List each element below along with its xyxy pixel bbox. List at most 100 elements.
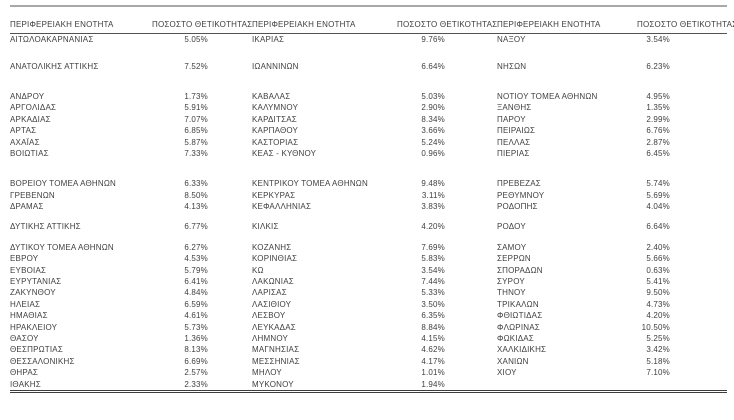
region-cell: ΑΡΤΑΣ	[10, 126, 37, 136]
value-cell: 5.33%	[421, 288, 445, 298]
value-cell: 2.90%	[421, 103, 445, 113]
region-cell	[490, 378, 637, 391]
value-cell: 7.52%	[184, 61, 208, 71]
region-cell: ΧΑΝΙΩΝ	[497, 356, 529, 366]
region-cell: ΙΩΑΝΝΙΝΩΝ	[252, 61, 299, 71]
value-cell: 2.57%	[184, 368, 208, 378]
region-cell: ΚΕΑΣ - ΚΥΘΝΟΥ	[252, 148, 317, 158]
value-cell: 5.79%	[184, 265, 208, 275]
value-cell: 4.20%	[421, 222, 445, 232]
region-cell: ΙΚΑΡΙΑΣ	[252, 35, 285, 45]
value-cell: 3.54%	[646, 35, 670, 45]
region-cell: ΔΡΑΜΑΣ	[10, 202, 44, 212]
region-cell: ΚΟΖΑΝΗΣ	[252, 242, 292, 252]
value-cell: 3.42%	[646, 345, 670, 355]
region-cell: ΘΑΣΟΥ	[10, 334, 39, 343]
spacer-row	[10, 45, 727, 60]
table-row: ΔΥΤΙΚΗΣ ΑΤΤΙΚΗΣ 6.77% ΚΙΛΚΙΣ 4.20% ΡΟΔΟΥ 6.64…	[10, 221, 727, 232]
value-cell: 4.17%	[421, 356, 445, 366]
value-cell: 1.01%	[421, 368, 445, 378]
column-header-positivity-3: ΠΟΣΟΣΤΟ ΘΕΤΙΚΟΤΗΤΑΣ	[637, 6, 734, 34]
region-cell: ΚΑΒΑΛΑΣ	[252, 91, 291, 101]
value-cell: 2.99%	[646, 114, 670, 124]
region-cell: ΒΟΙΩΤΙΑΣ	[10, 148, 49, 158]
value-cell: 4.15%	[421, 334, 445, 343]
value-cell: 3.83%	[421, 202, 445, 212]
value-cell: 3.54%	[421, 265, 445, 275]
value-cell: 4.73%	[646, 299, 670, 309]
column-header-positivity-2: ΠΟΣΟΣΤΟ ΘΕΤΙΚΟΤΗΤΑΣ	[397, 6, 497, 34]
region-cell: ΙΘΑΚΗΣ	[10, 379, 41, 389]
value-cell: 5.74%	[646, 179, 670, 189]
table-row: ΘΗΡΑΣ 2.57% ΜΗΛΟΥ 1.01% ΧΙΟΥ 7.10%	[10, 367, 727, 378]
value-cell: 6.33%	[184, 179, 208, 189]
region-cell: ΚΙΛΚΙΣ	[252, 222, 279, 232]
header-row: ΠΕΡΙΦΕΡΕΙΑΚΗ ΕΝΟΤΗΤΑ ΠΟΣΟΣΤΟ ΘΕΤΙΚΟΤΗΤΑΣ…	[10, 6, 734, 34]
region-cell: ΔΥΤΙΚΟΥ ΤΟΜΕΑ ΑΘΗΝΩΝ	[10, 242, 114, 252]
value-cell: 7.69%	[421, 242, 445, 252]
value-cell: 5.41%	[646, 277, 670, 287]
value-cell: 8.50%	[184, 190, 208, 200]
value-cell: 0.63%	[646, 265, 670, 275]
table-row: ΗΜΑΘΙΑΣ 4.61% ΛΕΣΒΟΥ 6.35% ΦΘΙΩΤΙΔΑΣ 4.20%	[10, 310, 727, 321]
region-cell: ΑΧΑΪΑΣ	[10, 137, 40, 147]
region-cell: ΞΑΝΘΗΣ	[497, 103, 532, 113]
spacer-cell	[10, 159, 727, 178]
table-row: ΗΡΑΚΛΕΙΟΥ 5.73% ΛΕΥΚΑΔΑΣ 8.84% ΦΛΩΡΙΝΑΣ 10.50…	[10, 321, 727, 332]
column-header-positivity-1: ΠΟΣΟΣΤΟ ΘΕΤΙΚΟΤΗΤΑΣ	[152, 6, 252, 34]
value-cell: 7.44%	[421, 277, 445, 287]
region-cell: ΕΒΡΟΥ	[10, 254, 39, 264]
positivity-table: ΠΕΡΙΦΕΡΕΙΑΚΗ ΕΝΟΤΗΤΑ ΠΟΣΟΣΤΟ ΘΕΤΙΚΟΤΗΤΑΣ…	[10, 5, 734, 393]
value-cell: 6.64%	[421, 61, 445, 71]
value-cell: 6.59%	[184, 299, 208, 309]
region-cell: ΛΕΥΚΑΔΑΣ	[252, 322, 296, 332]
table-row: ΑΝΑΤΟΛΙΚΗΣ ΑΤΤΙΚΗΣ 7.52% ΙΩΑΝΝΙΝΩΝ 6.64% ΝΗΣ…	[10, 60, 727, 71]
table-row: ΓΡΕΒΕΝΩΝ 8.50% ΚΕΡΚΥΡΑΣ 3.11% ΡΕΘΥΜΝΟΥ 5.69%	[10, 190, 727, 201]
value-cell: 6.64%	[646, 222, 670, 232]
region-cell: ΤΡΙΚΑΛΩΝ	[497, 299, 539, 309]
table-body: ΑΙΤΩΛΟΑΚΑΡΝΑΝΙΑΣ 5.05% ΙΚΑΡΙΑΣ 9.76% ΝΑΞΟΥ 3.…	[10, 34, 727, 392]
region-cell: ΑΡΚΑΔΙΑΣ	[10, 114, 51, 124]
value-cell: 7.10%	[646, 368, 670, 378]
column-header-region-3: ΠΕΡΙΦΕΡΕΙΑΚΗ ΕΝΟΤΗΤΑ	[490, 6, 637, 34]
table-row: ΔΥΤΙΚΟΥ ΤΟΜΕΑ ΑΘΗΝΩΝ 6.27% ΚΟΖΑΝΗΣ 7.69% ΣΑΜ…	[10, 242, 727, 253]
region-cell: ΝΑΞΟΥ	[497, 35, 526, 45]
region-cell: ΠΡΕΒΕΖΑΣ	[497, 179, 541, 189]
table-row: ΑΡΤΑΣ 6.85% ΚΑΡΠΑΘΟΥ 3.66% ΠΕΙΡΑΙΩΣ 6.76%	[10, 125, 727, 136]
region-cell: ΧΙΟΥ	[497, 368, 517, 378]
value-cell: 7.33%	[184, 148, 208, 158]
value-cell: 1.36%	[184, 334, 208, 343]
value-cell: 5.18%	[646, 356, 670, 366]
value-cell: 4.95%	[646, 91, 670, 101]
region-cell: ΔΥΤΙΚΗΣ ΑΤΤΙΚΗΣ	[10, 222, 81, 232]
value-cell: 6.35%	[421, 311, 445, 321]
spacer-row	[10, 233, 727, 242]
table-row: ΒΟΡΕΙΟΥ ΤΟΜΕΑ ΑΘΗΝΩΝ 6.33% ΚΕΝΤΡΙΚΟΥ ΤΟΜΕΑ…	[10, 178, 727, 189]
value-cell: 4.84%	[184, 288, 208, 298]
value-cell: 6.76%	[646, 126, 670, 136]
table-row: ΑΡΚΑΔΙΑΣ 7.07% ΚΑΡΔΙΤΣΑΣ 8.34% ΠΑΡΟΥ 2.99%	[10, 114, 727, 125]
value-cell: 5.25%	[646, 334, 670, 343]
spacer-row	[10, 72, 727, 91]
value-cell: 4.20%	[646, 311, 670, 321]
region-cell: ΒΟΡΕΙΟΥ ΤΟΜΕΑ ΑΘΗΝΩΝ	[10, 179, 117, 189]
positivity-table-sheet: ΠΕΡΙΦΕΡΕΙΑΚΗ ΕΝΟΤΗΤΑ ΠΟΣΟΣΤΟ ΘΕΤΙΚΟΤΗΤΑΣ…	[0, 5, 734, 420]
region-cell: ΑΝΑΤΟΛΙΚΗΣ ΑΤΤΙΚΗΣ	[10, 61, 99, 71]
region-cell: ΓΡΕΒΕΝΩΝ	[10, 190, 55, 200]
region-cell: ΕΥΒΟΙΑΣ	[10, 265, 47, 275]
region-cell: ΣΥΡΟΥ	[497, 277, 525, 287]
spacer-row	[10, 159, 727, 178]
region-cell: ΝΟΤΙΟΥ ΤΟΜΕΑ ΑΘΗΝΩΝ	[497, 91, 598, 101]
value-cell: 9.50%	[646, 288, 670, 298]
value-cell: 1.73%	[184, 91, 208, 101]
spacer-cell	[10, 233, 727, 242]
value-cell: 5.05%	[184, 35, 208, 45]
value-cell: 9.48%	[421, 179, 445, 189]
column-header-region-1: ΠΕΡΙΦΕΡΕΙΑΚΗ ΕΝΟΤΗΤΑ	[10, 6, 152, 34]
region-cell: ΝΗΣΩΝ	[497, 61, 527, 71]
table-row: ΑΡΓΟΛΙΔΑΣ 5.91% ΚΑΛΥΜΝΟΥ 2.90% ΞΑΝΘΗΣ 1.35%	[10, 102, 727, 113]
value-cell: 3.11%	[421, 190, 445, 200]
region-cell: ΤΗΝΟΥ	[497, 288, 526, 298]
value-cell: 4.61%	[184, 311, 208, 321]
region-cell: ΛΑΣΙΘΙΟΥ	[252, 299, 292, 309]
